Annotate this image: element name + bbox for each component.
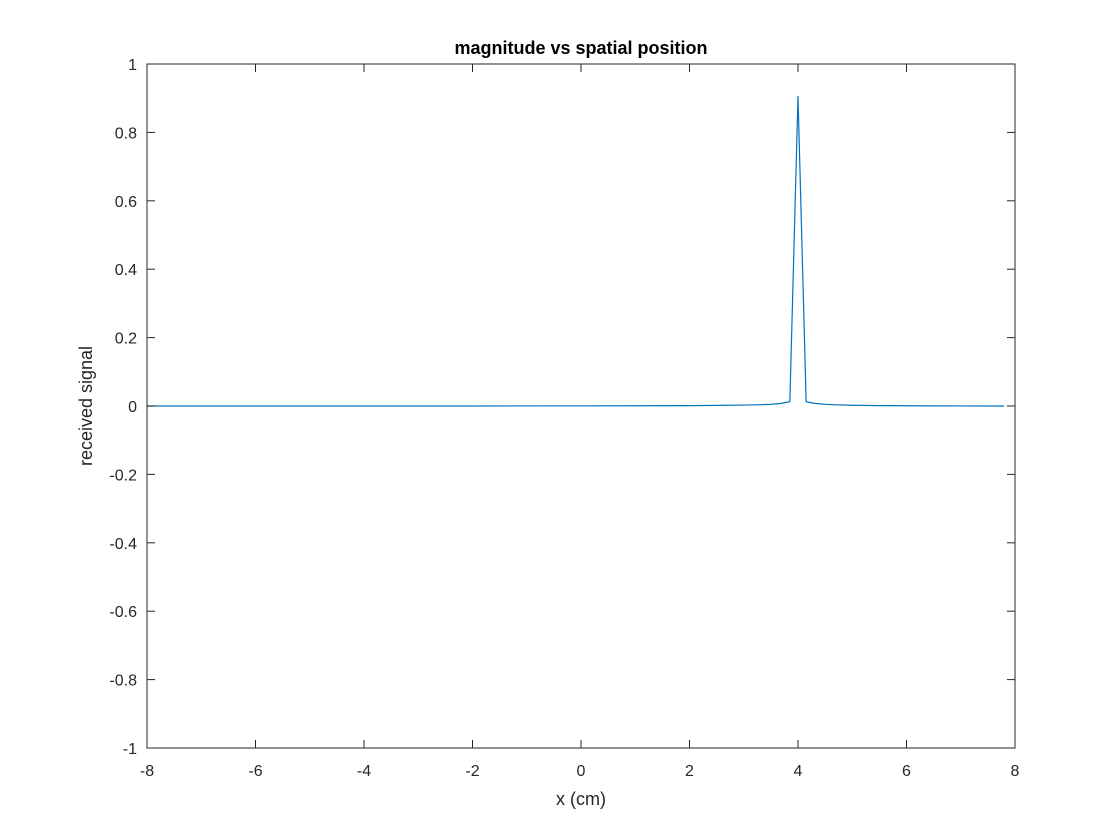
series-layer bbox=[147, 95, 1005, 407]
chart-title: magnitude vs spatial position bbox=[454, 38, 707, 58]
x-tick-label: 6 bbox=[902, 763, 911, 780]
y-tick-label: -0.2 bbox=[109, 467, 137, 484]
series-line bbox=[147, 95, 1005, 407]
axes-box bbox=[146, 63, 1016, 749]
y-tick-label: -0.4 bbox=[109, 536, 137, 553]
y-tick-label: 0.8 bbox=[115, 125, 137, 142]
x-tick-label: -6 bbox=[248, 763, 262, 780]
y-tick-label: -0.8 bbox=[109, 673, 137, 690]
x-tick-label: 2 bbox=[685, 763, 694, 780]
y-tick-label: 0.2 bbox=[115, 331, 137, 348]
x-tick-label: 8 bbox=[1011, 763, 1020, 780]
x-tick-label: -4 bbox=[357, 763, 371, 780]
y-tick-label: 0.4 bbox=[115, 262, 137, 279]
y-tick-label: -0.6 bbox=[109, 604, 137, 621]
x-tick-label: 0 bbox=[577, 763, 586, 780]
y-axis-label: received signal bbox=[76, 346, 96, 466]
x-axis-label: x (cm) bbox=[556, 789, 606, 809]
x-tick-label: 4 bbox=[794, 763, 803, 780]
x-tick-label: -2 bbox=[465, 763, 479, 780]
y-tick-label: 0.6 bbox=[115, 194, 137, 211]
ticks-layer: -8 -6 -4 -2 0 2 4 6 8 -1 -0.8 -0.6 -0.4 -0.2 0 0.2 0.4 0.… bbox=[109, 57, 1019, 780]
y-tick-label: 0 bbox=[128, 399, 137, 416]
y-tick-label: -1 bbox=[123, 741, 137, 758]
y-tick-label: 1 bbox=[128, 57, 137, 74]
x-tick-label: -8 bbox=[140, 763, 154, 780]
